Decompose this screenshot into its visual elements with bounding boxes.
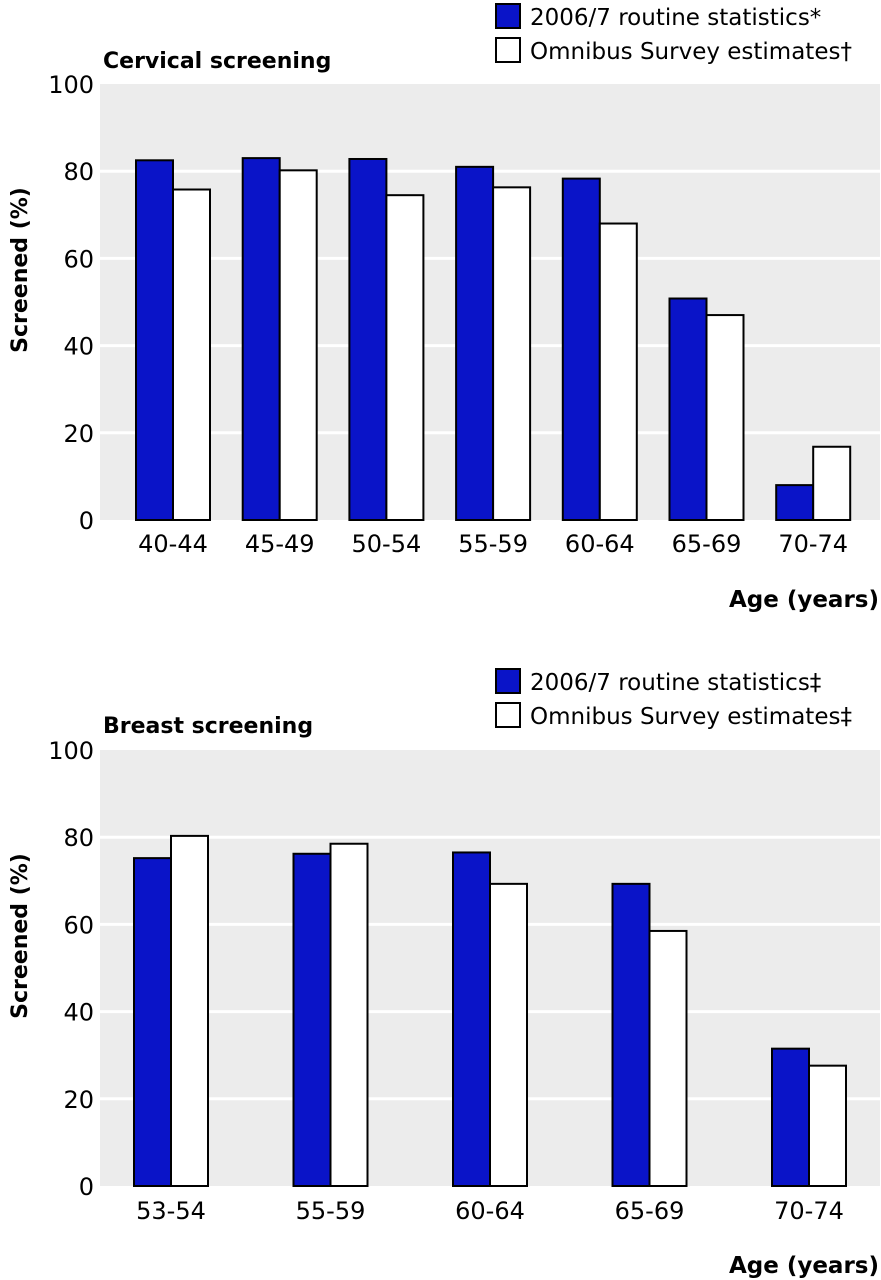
legend-swatch-omnibus <box>495 37 521 63</box>
breast-y-tick-label: 20 <box>63 1086 94 1114</box>
breast-bar-omnibus <box>170 834 209 1188</box>
cervical-bar-routine <box>668 297 708 521</box>
breast-x-tick-label: 55-59 <box>296 1197 366 1225</box>
breast-y-axis-title: Screened (%) <box>8 853 33 1019</box>
breast-title: Breast screening <box>103 714 313 739</box>
cervical-x-axis-title: Age (years) <box>729 587 879 613</box>
cervical-bar-routine <box>455 165 495 521</box>
breast-legend: 2006/7 routine statistics‡ Omnibus Survey… <box>495 668 852 730</box>
cervical-y-tick-label: 0 <box>79 507 94 535</box>
legend-swatch-omnibus <box>495 702 521 728</box>
breast-bar-routine <box>133 857 172 1187</box>
cervical-legend: 2006/7 routine statistics* Omnibus Survey… <box>495 3 852 65</box>
breast-bar-routine <box>452 851 491 1188</box>
cervical-y-tick-label: 100 <box>48 71 94 99</box>
legend-label-routine: 2006/7 routine statistics‡ <box>530 670 821 696</box>
cervical-bar-routine <box>348 157 388 521</box>
cervical-chart: 0 20 40 60 80 100 40-44 45-49 50-54 55-59 60-64 65-… <box>8 3 880 613</box>
breast-bar-routine <box>292 852 332 1187</box>
cervical-x-tick-label: 45-49 <box>245 530 315 558</box>
cervical-x-tick-label: 40-44 <box>138 530 208 558</box>
cervical-x-tick-label: 65-69 <box>672 530 742 558</box>
cervical-y-tick-label: 60 <box>63 245 94 273</box>
cervical-y-axis-title: Screened (%) <box>8 187 33 353</box>
cervical-x-tick-label: 60-64 <box>565 530 635 558</box>
breast-x-tick-label: 60-64 <box>455 1197 525 1225</box>
legend-swatch-routine <box>495 3 521 29</box>
legend-label-omnibus: Omnibus Survey estimates† <box>530 39 852 65</box>
legend-label-routine: 2006/7 routine statistics* <box>530 5 821 31</box>
cervical-bar-omnibus <box>278 169 318 521</box>
breast-y-tick-label: 40 <box>63 999 94 1027</box>
cervical-bar-omnibus <box>492 186 532 521</box>
breast-y-tick-label: 60 <box>63 911 94 939</box>
breast-chart: 0 20 40 60 80 100 53-54 55-59 60-64 65-69 70-74 Scr… <box>8 668 880 1279</box>
breast-bar-omnibus <box>808 1064 847 1187</box>
cervical-y-tick-label: 80 <box>63 158 94 186</box>
cervical-bar-routine <box>775 484 815 521</box>
cervical-bar-omnibus <box>812 445 852 522</box>
cervical-x-tick-label: 50-54 <box>352 530 422 558</box>
cervical-bar-routine <box>241 157 281 521</box>
cervical-x-tick-label: 55-59 <box>458 530 528 558</box>
breast-bar-routine <box>611 882 651 1187</box>
cervical-bar-routine <box>561 177 601 521</box>
cervical-title: Cervical screening <box>103 49 331 74</box>
breast-bar-omnibus <box>648 929 688 1187</box>
breast-x-tick-label: 53-54 <box>136 1197 206 1225</box>
cervical-bar-routine <box>135 159 174 522</box>
breast-bar-routine <box>771 1047 810 1188</box>
cervical-bar-omnibus <box>385 194 425 521</box>
cervical-bar-omnibus <box>598 222 638 522</box>
legend-swatch-routine <box>495 668 521 694</box>
breast-bar-omnibus <box>329 842 369 1187</box>
breast-y-tick-label: 80 <box>63 824 94 852</box>
cervical-x-tick-label: 70-74 <box>778 530 848 558</box>
cervical-bar-omnibus <box>705 314 745 521</box>
breast-x-tick-label: 70-74 <box>774 1197 844 1225</box>
breast-x-tick-label: 65-69 <box>615 1197 685 1225</box>
breast-y-tick-label: 100 <box>48 737 94 765</box>
breast-y-tick-label: 0 <box>79 1173 94 1201</box>
cervical-y-tick-label: 40 <box>63 333 94 361</box>
cervical-y-tick-label: 20 <box>63 420 94 448</box>
breast-bar-omnibus <box>489 882 528 1187</box>
legend-label-omnibus: Omnibus Survey estimates‡ <box>530 704 852 730</box>
cervical-bar-omnibus <box>172 188 211 521</box>
breast-x-axis-title: Age (years) <box>729 1253 879 1279</box>
